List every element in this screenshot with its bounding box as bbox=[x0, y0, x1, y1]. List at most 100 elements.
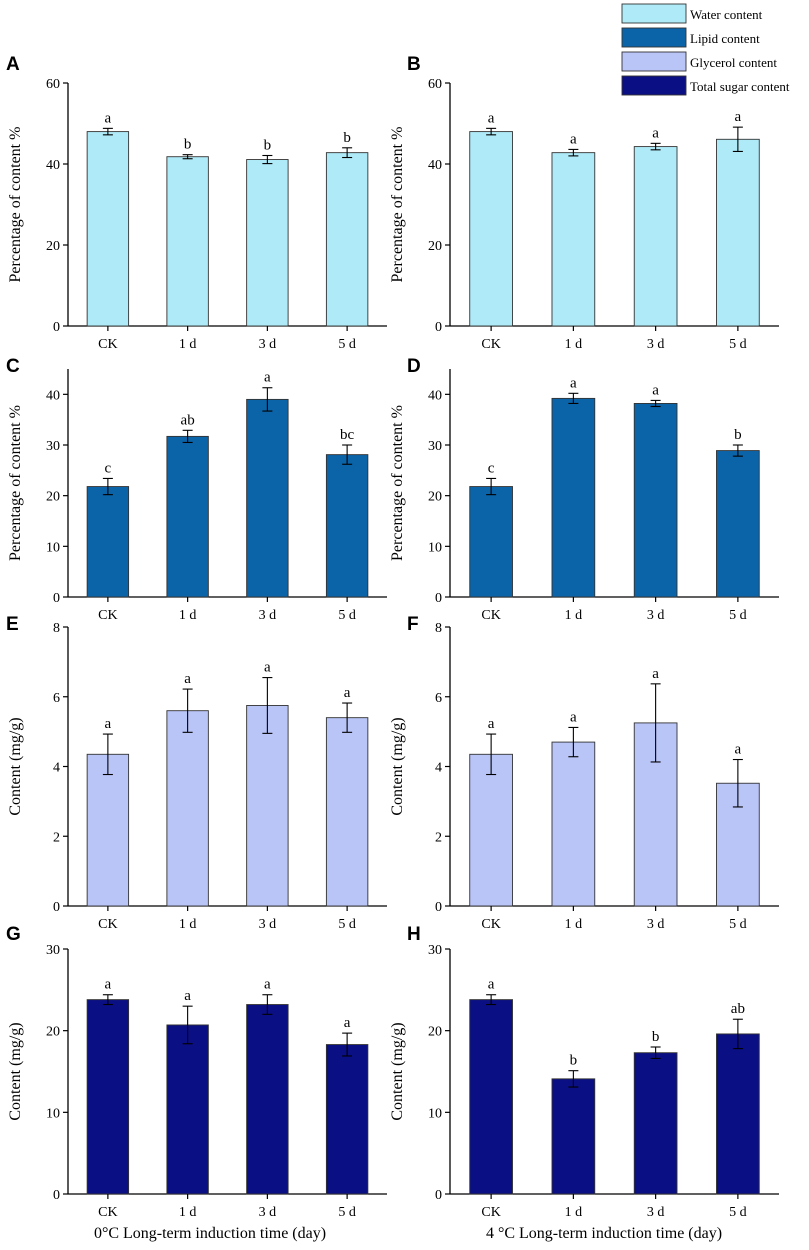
bar bbox=[325, 717, 369, 907]
significance-label: a bbox=[344, 1015, 351, 1031]
panel-b: B Percentage of content % 0 20 40 60 a CK a 1 d a 3… bbox=[389, 54, 779, 352]
y-tick-label: 2 bbox=[53, 830, 60, 845]
x-tick-label: CK bbox=[481, 608, 500, 623]
significance-label: a bbox=[652, 382, 659, 398]
significance-label: b bbox=[734, 427, 742, 443]
panel-letter: H bbox=[407, 924, 421, 945]
significance-label: a bbox=[105, 110, 112, 126]
x-tick-label: 3 d bbox=[259, 608, 277, 623]
bar bbox=[246, 159, 289, 327]
y-tick-label: 60 bbox=[46, 77, 60, 92]
y-tick-label: 20 bbox=[428, 239, 442, 254]
bar bbox=[86, 131, 130, 327]
y-tick-label: 0 bbox=[435, 1188, 442, 1203]
legend-label: Lipid content bbox=[690, 31, 760, 46]
bar bbox=[551, 397, 596, 598]
y-tick-label: 0 bbox=[53, 320, 60, 335]
legend-swatch bbox=[621, 51, 687, 72]
y-tick-label: 20 bbox=[428, 1025, 442, 1040]
panel-letter: E bbox=[6, 614, 19, 635]
x-tick-label: 1 d bbox=[565, 337, 583, 352]
y-tick-label: 8 bbox=[53, 621, 60, 636]
significance-label: b bbox=[652, 1029, 660, 1045]
significance-label: bc bbox=[340, 427, 355, 443]
significance-label: a bbox=[184, 988, 191, 1004]
significance-label: a bbox=[488, 716, 495, 732]
x-tick-label: 3 d bbox=[647, 1205, 665, 1220]
bar bbox=[716, 138, 760, 327]
legend-swatch bbox=[621, 75, 687, 96]
significance-label: a bbox=[488, 977, 495, 993]
y-axis-label: Content (mg/g) bbox=[389, 717, 406, 815]
significance-label: a bbox=[652, 666, 659, 682]
x-tick-label: CK bbox=[98, 1205, 117, 1220]
bar bbox=[246, 705, 289, 907]
bar bbox=[166, 156, 209, 327]
x-tick-label: 3 d bbox=[259, 917, 277, 932]
legend: Water content Lipid content Glycerol conte… bbox=[621, 3, 790, 96]
panel-c: C Percentage of content % 0 10 20 30 40 c CK ab 1 … bbox=[6, 356, 387, 623]
panel-g: G Content (mg/g) 0 10 20 30 a CK a 1 d a 3 d a 5 d bbox=[6, 924, 387, 1220]
significance-label: b bbox=[184, 137, 192, 153]
x-tick-label: 5 d bbox=[729, 337, 747, 352]
x-tick-label: 5 d bbox=[338, 337, 356, 352]
y-axis-label: Percentage of content % bbox=[389, 127, 406, 283]
bar bbox=[469, 753, 513, 907]
legend-swatch bbox=[621, 27, 687, 48]
y-tick-label: 0 bbox=[435, 900, 442, 915]
significance-label: a bbox=[264, 977, 271, 993]
significance-label: b bbox=[570, 1053, 578, 1069]
y-tick-label: 10 bbox=[428, 1106, 442, 1121]
y-tick-label: 40 bbox=[428, 388, 442, 403]
x-tick-label: 1 d bbox=[565, 1205, 583, 1220]
bar bbox=[166, 435, 209, 598]
bar bbox=[633, 403, 678, 598]
significance-label: a bbox=[105, 977, 112, 993]
significance-label: a bbox=[735, 109, 742, 125]
y-tick-label: 40 bbox=[46, 388, 60, 403]
bar bbox=[325, 454, 369, 598]
x-tick-label: CK bbox=[98, 337, 117, 352]
panel-letter: G bbox=[6, 924, 21, 945]
y-tick-label: 30 bbox=[428, 439, 442, 454]
x-tick-label: 3 d bbox=[259, 337, 277, 352]
y-tick-label: 20 bbox=[428, 490, 442, 505]
y-tick-label: 40 bbox=[428, 158, 442, 173]
bar bbox=[86, 486, 130, 598]
y-tick-label: 20 bbox=[46, 239, 60, 254]
significance-label: a bbox=[264, 370, 271, 386]
bar bbox=[469, 131, 513, 327]
panel-letter: B bbox=[407, 54, 421, 75]
y-tick-label: 6 bbox=[53, 691, 60, 706]
significance-label: a bbox=[735, 742, 742, 758]
y-tick-label: 30 bbox=[428, 943, 442, 958]
bar bbox=[469, 999, 513, 1195]
y-axis-label: Content (mg/g) bbox=[7, 1022, 24, 1120]
y-tick-label: 0 bbox=[53, 591, 60, 606]
bar bbox=[166, 1024, 209, 1195]
bar bbox=[246, 398, 289, 598]
significance-label: a bbox=[184, 671, 191, 687]
x-axis-title-left: 0°C Long-term induction time (day) bbox=[94, 1225, 326, 1242]
x-tick-label: 5 d bbox=[338, 917, 356, 932]
significance-label: c bbox=[105, 460, 112, 476]
significance-label: a bbox=[652, 125, 659, 141]
bar bbox=[551, 741, 596, 907]
legend-swatch bbox=[621, 3, 687, 24]
bar bbox=[551, 1078, 596, 1195]
bar bbox=[633, 1052, 678, 1195]
y-tick-label: 6 bbox=[435, 691, 442, 706]
panel-h: H Content (mg/g) 0 10 20 30 a CK b 1 d b 3 d ab 5 d bbox=[389, 924, 779, 1220]
y-axis-label: Percentage of content % bbox=[389, 405, 406, 561]
panel-d: D Percentage of content % 0 10 20 30 40 c CK a 1 d… bbox=[389, 356, 779, 623]
y-axis-label: Content (mg/g) bbox=[7, 717, 24, 815]
bar bbox=[86, 999, 130, 1195]
significance-label: a bbox=[570, 131, 577, 147]
bar bbox=[86, 753, 130, 907]
bar bbox=[551, 152, 596, 327]
x-tick-label: 1 d bbox=[179, 917, 197, 932]
significance-label: a bbox=[488, 110, 495, 126]
y-tick-label: 20 bbox=[46, 1025, 60, 1040]
y-axis-label: Percentage of content % bbox=[7, 405, 24, 561]
x-tick-label: 1 d bbox=[179, 337, 197, 352]
